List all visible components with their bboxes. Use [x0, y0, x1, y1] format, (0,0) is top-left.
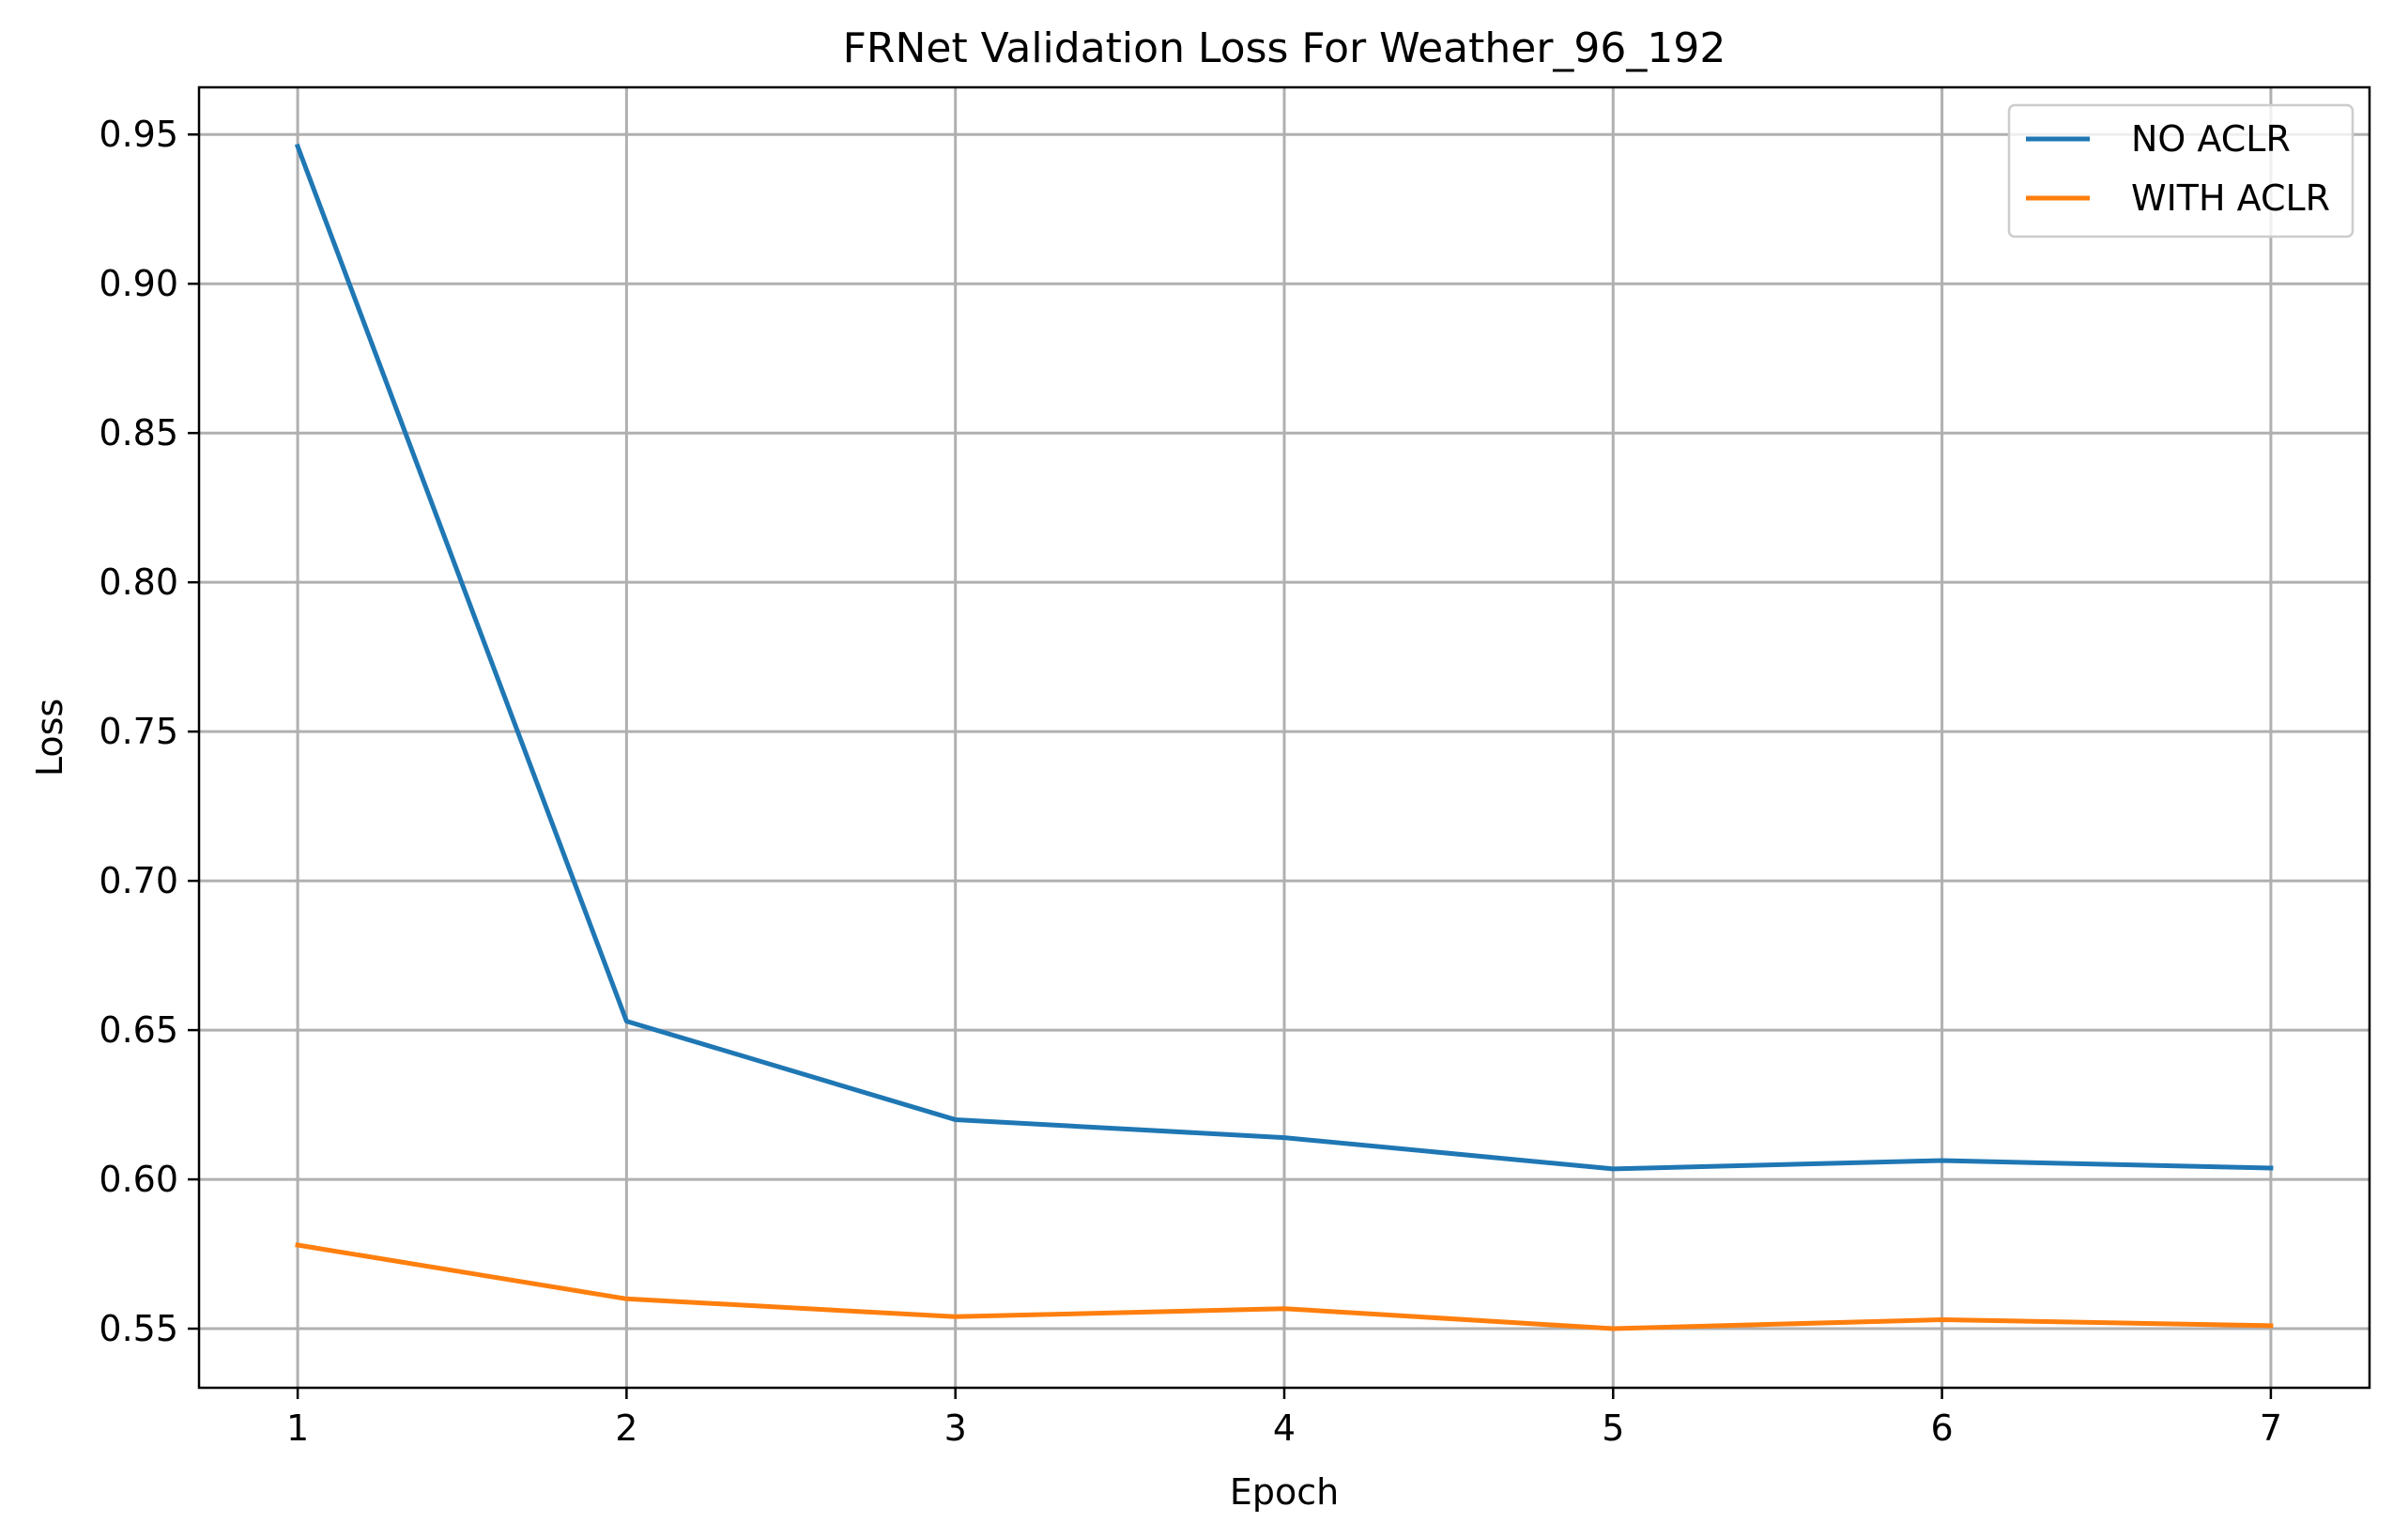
y-tick-label: 0.90	[99, 263, 178, 304]
legend-box	[2007, 103, 2354, 238]
legend-items: NO ACLR WITH ACLR	[2026, 118, 2330, 219]
series-layer	[294, 143, 2274, 1331]
x-axis-label: Epoch	[1230, 1471, 1339, 1513]
x-tick-label: 2	[615, 1407, 637, 1449]
y-tick-label: 0.80	[99, 561, 178, 603]
series-line-with-aclr	[295, 1242, 2274, 1331]
series-line-no-aclr	[294, 143, 2274, 1172]
x-tick-label: 4	[1273, 1407, 1296, 1449]
y-tick-label: 0.55	[99, 1308, 178, 1349]
y-axis-label: Loss	[29, 699, 70, 777]
grid	[199, 87, 2370, 1388]
y-tick-label: 0.85	[99, 412, 178, 454]
y-tick-label: 0.65	[99, 1009, 178, 1051]
y-tick-label: 0.60	[99, 1159, 178, 1200]
y-tick-label: 0.95	[99, 114, 178, 155]
axis-ticks: 1 2 3 4 5 6 7 0.55 0.60 0.65 0.70 0.75 0.80 0.85 0.90 0…	[99, 114, 2282, 1449]
legend-label: WITH ACLR	[2131, 177, 2330, 219]
y-tick-label: 0.70	[99, 860, 178, 901]
x-tick-label: 6	[1931, 1407, 1954, 1449]
chart-title: FRNet Validation Loss For Weather_96_192	[843, 24, 1726, 72]
x-tick-label: 1	[286, 1407, 309, 1449]
x-tick-label: 3	[944, 1407, 967, 1449]
legend: NO ACLR WITH ACLR	[2007, 103, 2354, 238]
x-tick-label: 7	[2260, 1407, 2282, 1449]
x-tick-label: 5	[1602, 1407, 1624, 1449]
y-tick-label: 0.75	[99, 711, 178, 752]
legend-label: NO ACLR	[2131, 118, 2291, 160]
